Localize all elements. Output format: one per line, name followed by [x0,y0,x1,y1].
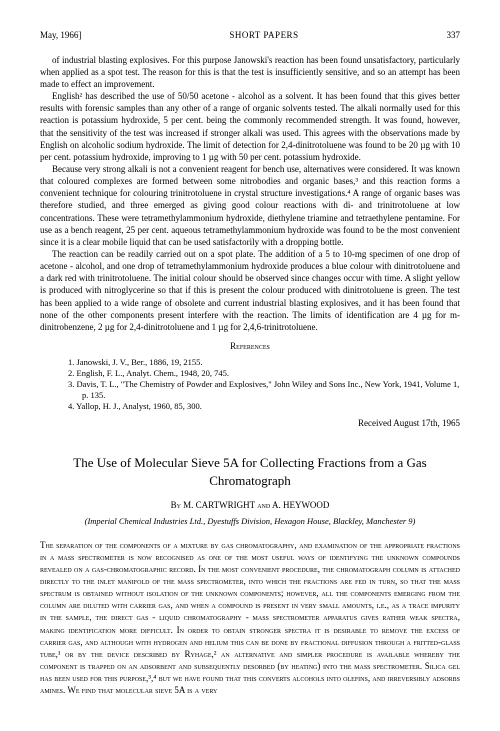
paragraph: of industrial blasting explosives. For t… [40,54,460,90]
page-header: May, 1966] short papers 337 [40,30,460,42]
paragraph-text: The separation of the components of a mi… [40,540,460,696]
reference-item: 2. English, F. L., Analyt. Chem., 1948, … [68,368,460,379]
article-byline: By M. CARTWRIGHT and A. HEYWOOD [40,500,460,512]
references-list: 1. Janowski, J. V., Ber., 1886, 19, 2155… [40,357,460,412]
references-heading: References [40,341,460,353]
header-date: May, 1966] [40,30,81,42]
paragraph: The reaction can be readily carried out … [40,248,460,333]
article-title: The Use of Molecular Sieve 5A for Collec… [40,454,460,490]
paragraph: The separation of the components of a mi… [40,539,460,697]
top-article-body: of industrial blasting explosives. For t… [40,54,460,333]
reference-item: 1. Janowski, J. V., Ber., 1886, 19, 2155… [68,357,460,368]
received-date: Received August 17th, 1965 [40,418,460,430]
paragraph: English² has described the use of 50/50 … [40,90,460,163]
header-page-number: 337 [446,30,460,42]
reference-item: 4. Yallop, H. J., Analyst, 1960, 85, 300… [68,401,460,412]
reference-item: 3. Davis, T. L., "The Chemistry of Powde… [68,379,460,401]
article-affiliation: (Imperial Chemical Industries Ltd., Dyes… [40,516,460,527]
bottom-article-body: The separation of the components of a mi… [40,539,460,697]
paragraph: Because very strong alkali is not a conv… [40,163,460,248]
header-section: short papers [229,30,298,42]
